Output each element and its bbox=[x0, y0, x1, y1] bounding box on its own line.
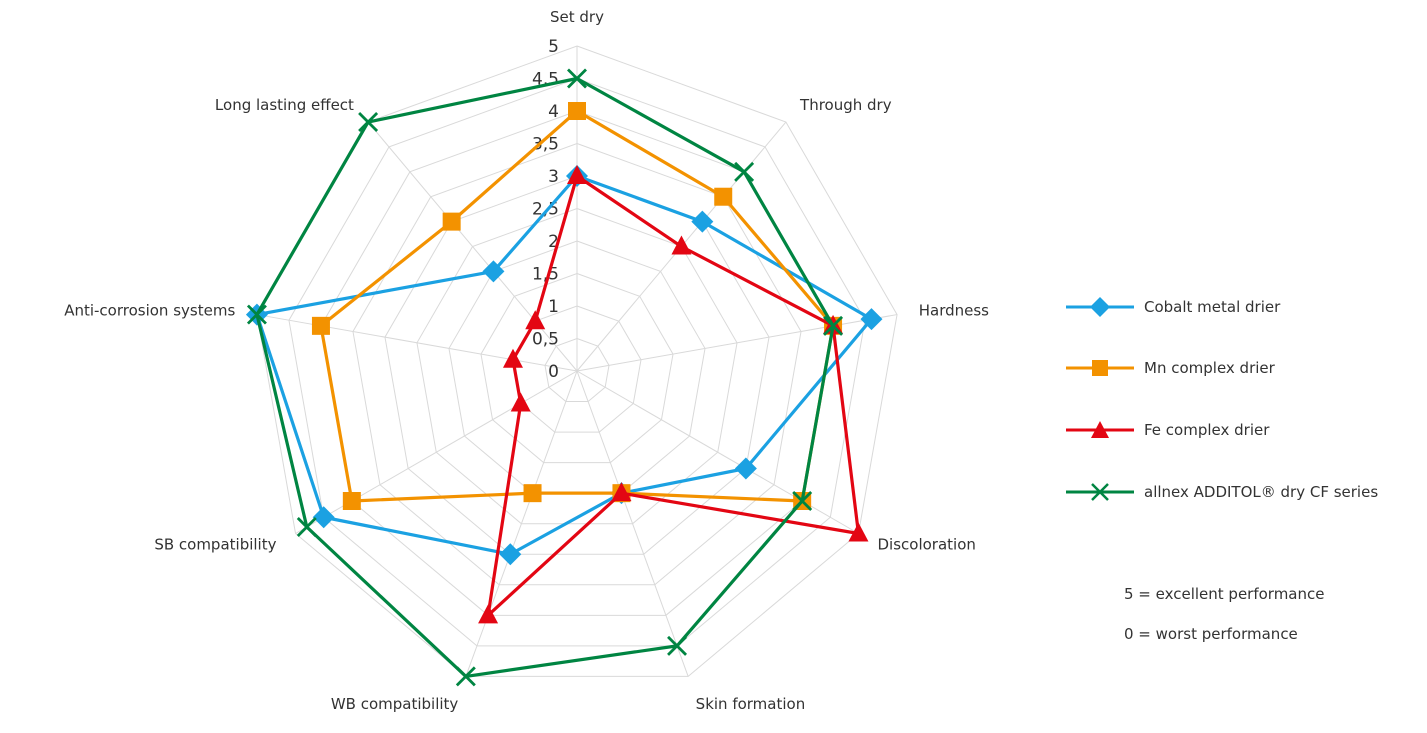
data-point bbox=[823, 315, 844, 336]
legend-label: allnex ADDITOL® dry CF series bbox=[1144, 483, 1379, 501]
legend-marker-triangle bbox=[1066, 421, 1134, 438]
data-point bbox=[482, 260, 505, 283]
grid-ring bbox=[288, 77, 866, 647]
legend-item-mn: Mn complex drier bbox=[1060, 353, 1420, 383]
data-point bbox=[734, 457, 757, 480]
axis-labels: Set dry Through dry Hardness Discoloration S… bbox=[64, 8, 989, 713]
data-point bbox=[714, 187, 733, 206]
data-point bbox=[358, 112, 379, 133]
note-excellent: 5 = excellent performance bbox=[1124, 585, 1325, 603]
tick-label: 2 bbox=[548, 232, 559, 252]
grid-spoke bbox=[576, 314, 898, 372]
grid-ring bbox=[416, 207, 738, 525]
radar-grid bbox=[256, 45, 898, 677]
axis-label: Hardness bbox=[919, 302, 989, 320]
data-point bbox=[860, 308, 883, 331]
data-point bbox=[510, 392, 531, 412]
grid-ring bbox=[480, 272, 674, 464]
data-point bbox=[312, 506, 335, 529]
legend-item-fe: Fe complex drier bbox=[1060, 415, 1420, 445]
axis-label: Discoloration bbox=[878, 536, 976, 554]
data-point bbox=[499, 543, 522, 566]
data-point bbox=[455, 666, 476, 687]
grid-spoke bbox=[576, 370, 859, 534]
legend-marker-square bbox=[1066, 360, 1134, 376]
axis-label: Through dry bbox=[799, 96, 892, 114]
series-line bbox=[319, 109, 835, 503]
tick-label: 1,5 bbox=[532, 265, 559, 285]
series-layer bbox=[245, 68, 883, 687]
data-point bbox=[567, 68, 587, 89]
data-point bbox=[848, 522, 869, 542]
axis-label: Long lasting effect bbox=[215, 96, 354, 114]
legend-label: Fe complex drier bbox=[1144, 421, 1270, 439]
data-point bbox=[671, 235, 692, 255]
data-point bbox=[568, 102, 586, 120]
legend-label: Mn complex drier bbox=[1144, 359, 1275, 377]
tick-label: 1 bbox=[548, 297, 559, 317]
legend-label: Cobalt metal drier bbox=[1144, 298, 1281, 316]
data-point bbox=[667, 635, 688, 656]
grid-spoke bbox=[367, 121, 578, 372]
series-line bbox=[486, 174, 861, 617]
data-point bbox=[442, 212, 461, 231]
data-point bbox=[523, 484, 542, 503]
data-point bbox=[502, 348, 523, 368]
data-point bbox=[525, 310, 546, 330]
grid-spoke bbox=[576, 370, 689, 677]
grid-ring bbox=[544, 337, 610, 403]
data-point bbox=[567, 165, 587, 184]
legend-marker-diamond bbox=[1066, 297, 1134, 317]
grid-spoke bbox=[256, 314, 578, 372]
legend-marker-x bbox=[1066, 483, 1134, 501]
data-point bbox=[246, 304, 267, 325]
series-line bbox=[255, 76, 835, 679]
legend-item-cobalt: Cobalt metal drier bbox=[1060, 292, 1420, 322]
tick-label: 3 bbox=[548, 167, 559, 187]
tick-label: 0,5 bbox=[532, 330, 559, 350]
data-point bbox=[478, 604, 499, 624]
data-point bbox=[296, 517, 317, 537]
legend-item-additol: allnex ADDITOL® dry CF series bbox=[1060, 477, 1420, 507]
grid-spoke bbox=[465, 370, 578, 677]
tick-label: 3,5 bbox=[532, 135, 559, 155]
data-point bbox=[342, 492, 361, 510]
axis-label: SB compatibility bbox=[154, 536, 276, 554]
data-point bbox=[311, 316, 330, 335]
data-point bbox=[734, 161, 755, 182]
tick-label: 5 bbox=[548, 37, 559, 57]
data-point bbox=[611, 482, 632, 502]
data-point bbox=[691, 210, 714, 233]
tick-labels: 00,511,522,533,544,55 bbox=[532, 37, 559, 382]
grid-ring bbox=[352, 142, 802, 586]
series-3 bbox=[246, 68, 844, 687]
grid-ring bbox=[384, 175, 770, 555]
grid-spoke bbox=[295, 370, 578, 534]
axis-label: Set dry bbox=[550, 8, 604, 26]
tick-label: 4 bbox=[548, 102, 559, 122]
tick-label: 0 bbox=[548, 362, 559, 382]
data-point bbox=[792, 491, 813, 511]
note-worst: 0 = worst performance bbox=[1124, 625, 1298, 643]
axis-label: Anti-corrosion systems bbox=[64, 302, 235, 320]
axis-label: Skin formation bbox=[696, 695, 806, 713]
axis-label: WB compatibility bbox=[331, 695, 459, 713]
